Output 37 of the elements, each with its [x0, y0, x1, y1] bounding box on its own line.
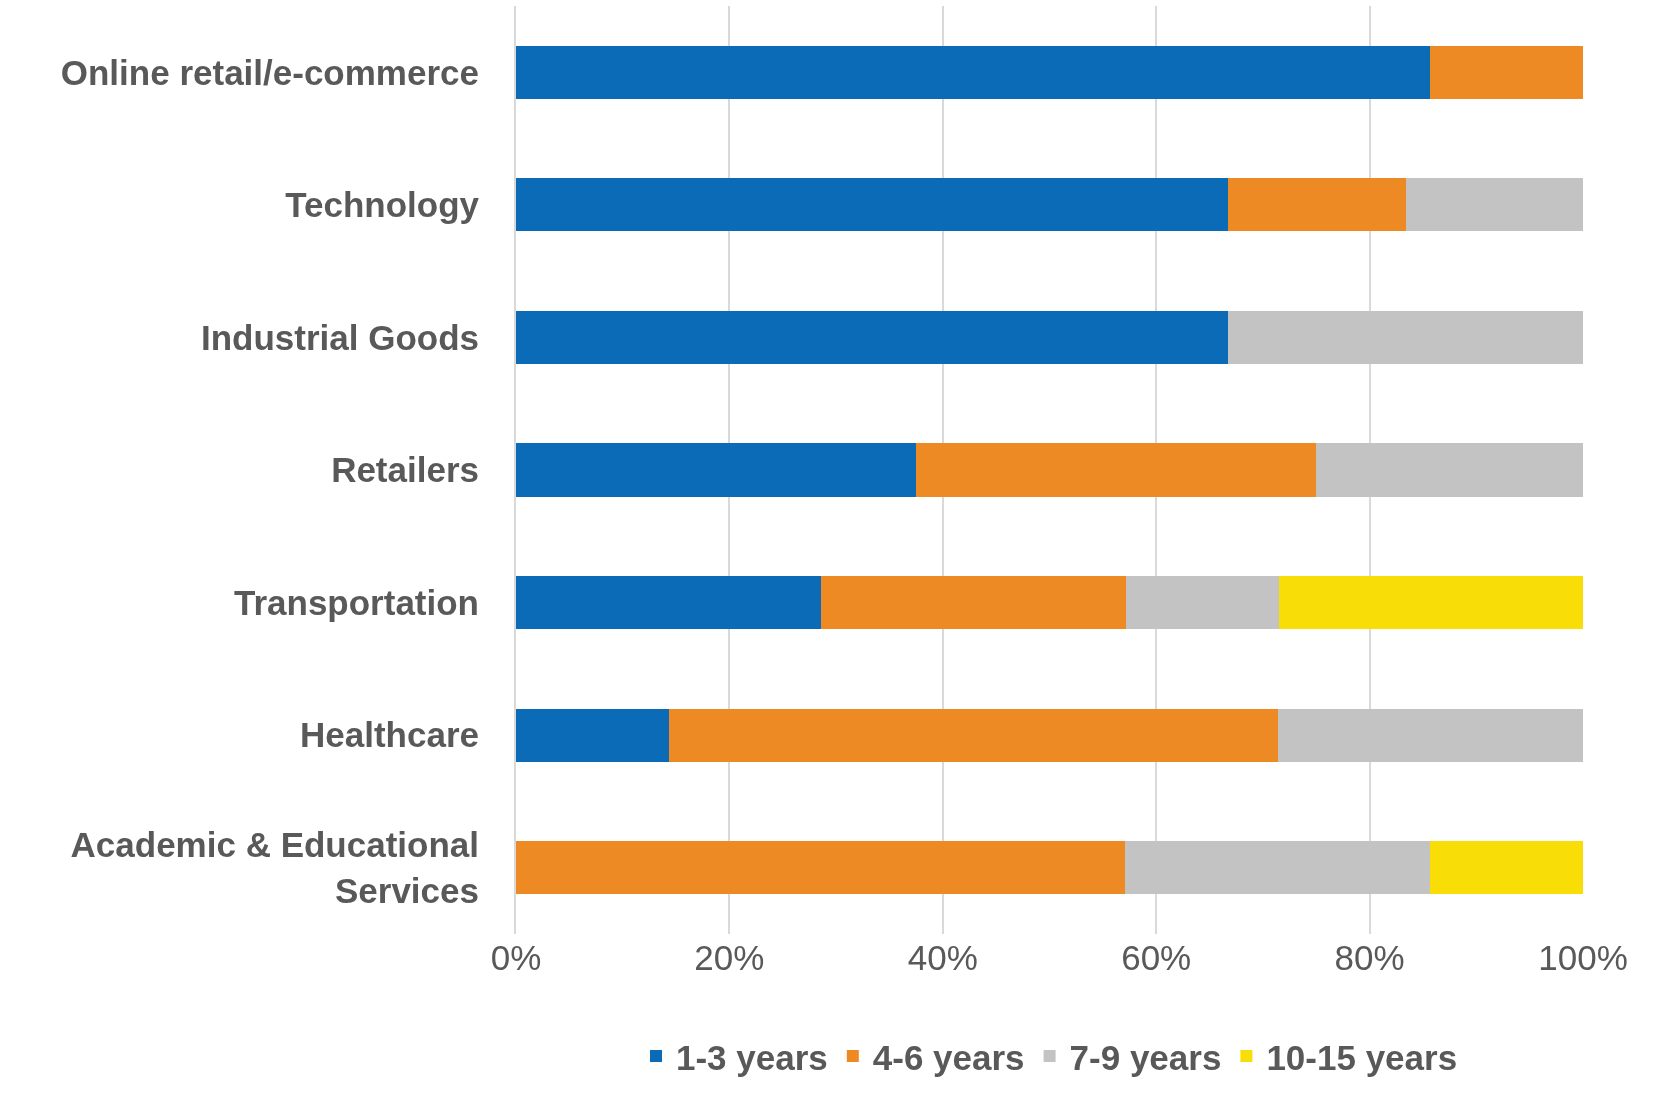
bar: [916, 443, 1317, 497]
y-tick-label: Online retail/e-commerce: [60, 52, 479, 92]
legend-label: 7-9 years: [1069, 1037, 1222, 1077]
x-tick-label: 0%: [490, 938, 542, 977]
bar: [1277, 708, 1583, 762]
legend-label: 1-3 years: [676, 1037, 828, 1077]
bar: [1405, 178, 1583, 232]
bar: [1227, 178, 1406, 232]
y-tick-label: Industrial Goods: [200, 317, 479, 357]
bar: [516, 576, 822, 630]
x-tick-label: 60%: [1121, 938, 1192, 977]
x-tick-label: 40%: [907, 938, 978, 977]
bar: [668, 708, 1278, 762]
bar: [1125, 841, 1431, 895]
bar: [516, 45, 1431, 99]
bar: [516, 708, 669, 762]
bar: [1316, 443, 1583, 497]
y-tick-label: Technology: [285, 185, 480, 225]
bar: [516, 310, 1228, 364]
y-tick-label: Transportation: [233, 582, 479, 622]
y-tick-label: Retailers: [331, 450, 479, 490]
y-tick-label: Healthcare: [300, 715, 479, 755]
y-tick-label: Academic & Educational Services: [70, 825, 479, 910]
x-tick-label: 80%: [1334, 938, 1405, 977]
bar: [516, 841, 1126, 895]
x-tick-label: 100%: [1538, 938, 1628, 977]
bar: [516, 178, 1228, 232]
bar: [516, 443, 917, 497]
bar: [1278, 576, 1583, 630]
bar: [1430, 841, 1583, 895]
bar: [1430, 45, 1583, 99]
bar: [1126, 576, 1279, 630]
legend-label: 4-6 years: [872, 1037, 1025, 1077]
bar: [821, 576, 1127, 630]
bar: [1227, 310, 1583, 364]
x-tick-label: 20%: [694, 938, 765, 977]
legend-label: 10-15 years: [1266, 1037, 1458, 1077]
